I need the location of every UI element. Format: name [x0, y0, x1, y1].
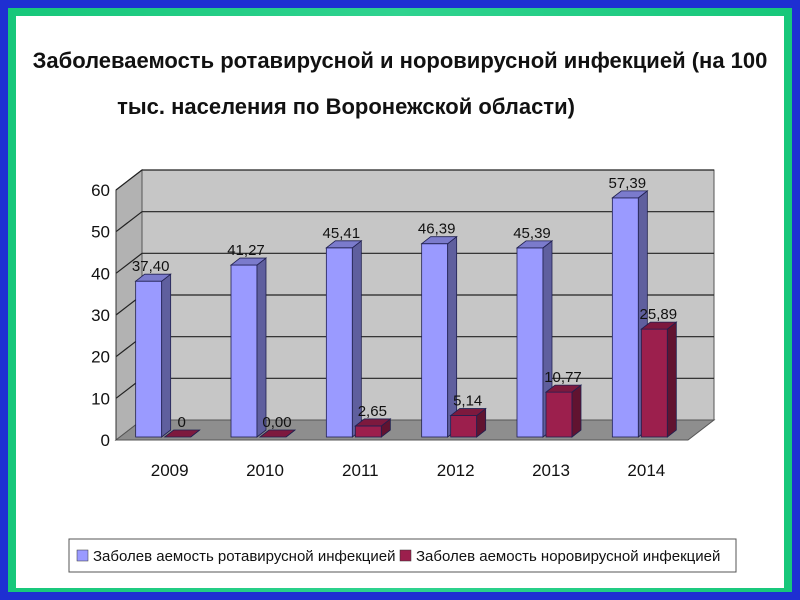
- bar-top-noro: [163, 429, 201, 438]
- y-tick-label: 10: [91, 389, 110, 408]
- bar-noro: [545, 391, 573, 438]
- legend-label-noro: Заболев аемость норовирусной инфекцией: [416, 548, 720, 565]
- y-tick-label: 40: [91, 264, 110, 283]
- data-label-noro: 10,77: [544, 369, 582, 386]
- bar-top-rota: [420, 236, 458, 245]
- y-tick-label: 50: [91, 223, 110, 242]
- data-label-rota: 57,39: [609, 175, 647, 192]
- legend-swatch-rota: [76, 549, 89, 562]
- bar-top-noro: [354, 418, 392, 427]
- bar-top-rota: [515, 240, 554, 249]
- legend-label-rota: Заболев аемость ротавирусной инфекцией: [93, 548, 395, 565]
- chart: Заболеваемость ротавирусной и норовирусн…: [33, 48, 768, 573]
- x-tick-label: 2010: [246, 461, 284, 480]
- bar-side-rota: [161, 273, 172, 438]
- slide-canvas: Заболеваемость ротавирусной и норовирусн…: [16, 16, 784, 588]
- data-label-rota: 45,39: [513, 225, 551, 242]
- bar-rota: [135, 280, 163, 438]
- data-label-rota: 41,27: [227, 242, 265, 259]
- bar-top-rota: [325, 240, 363, 249]
- plot-area: 0 10 20 30 40 50 60 37,40 0 2009 41,27 0,00 2010 45,4…: [91, 168, 716, 480]
- y-tick-label: 20: [91, 348, 110, 367]
- x-tick-label: 2013: [532, 461, 570, 480]
- gridline: [115, 169, 714, 191]
- x-tick-label: 2012: [437, 461, 475, 480]
- bar-rota: [230, 264, 258, 438]
- bar-noro: [640, 328, 668, 438]
- legend: Заболев аемость ротавирусной инфекцией З…: [68, 538, 737, 573]
- bar-noro: [354, 425, 382, 438]
- chart-title: Заболеваемость ротавирусной и норовирусн…: [33, 48, 768, 119]
- data-label-rota: 45,41: [323, 225, 361, 242]
- bar-top-rota: [229, 257, 268, 266]
- y-tick-label: 60: [91, 181, 110, 200]
- bar-top-noro: [449, 408, 487, 416]
- bar-top-noro: [640, 321, 678, 330]
- bar-side-rota: [256, 257, 267, 438]
- x-tick-label: 2009: [151, 461, 189, 480]
- data-label-noro: 5,14: [453, 393, 482, 410]
- bar-noro: [450, 415, 478, 438]
- bar-rota: [516, 247, 544, 438]
- bar-side-noro: [571, 384, 582, 438]
- bar-rota: [421, 243, 449, 438]
- x-tick-label: 2014: [627, 461, 665, 480]
- data-label-rota: 37,40: [132, 258, 170, 275]
- legend-swatch-noro: [399, 549, 412, 562]
- bar-top-rota: [611, 190, 649, 199]
- x-tick-label: 2011: [342, 461, 379, 480]
- y-tick-label: 0: [101, 431, 110, 450]
- data-label-noro: 0: [177, 414, 185, 431]
- chart-title-line-2: тыс. населения по Воронежской области): [117, 94, 575, 119]
- bar-top-noro: [544, 384, 583, 393]
- bar-side-noro: [666, 321, 677, 438]
- bar-rota: [611, 197, 639, 438]
- y-tick-label: 30: [91, 306, 110, 325]
- gridline: [115, 211, 714, 233]
- bar-top-noro: [258, 429, 297, 438]
- bar-rota: [325, 247, 353, 438]
- data-label-noro: 25,89: [640, 306, 678, 323]
- data-label-noro: 2,65: [358, 403, 387, 420]
- bar-top-rota: [134, 273, 172, 282]
- data-label-noro: 0,00: [262, 414, 291, 431]
- chart-title-line-1: Заболеваемость ротавирусной и норовирусн…: [33, 48, 768, 73]
- data-label-rota: 46,39: [418, 221, 456, 238]
